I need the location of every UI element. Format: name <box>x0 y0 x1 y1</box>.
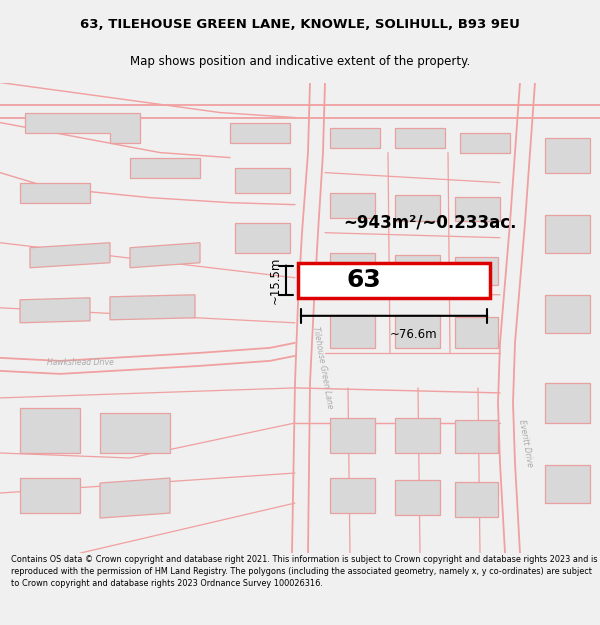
Polygon shape <box>455 197 500 221</box>
Polygon shape <box>330 253 375 282</box>
Polygon shape <box>20 478 80 513</box>
Text: 63: 63 <box>347 268 382 292</box>
Polygon shape <box>110 295 195 320</box>
Polygon shape <box>330 478 375 513</box>
Polygon shape <box>545 383 590 423</box>
Text: 63, TILEHOUSE GREEN LANE, KNOWLE, SOLIHULL, B93 9EU: 63, TILEHOUSE GREEN LANE, KNOWLE, SOLIHU… <box>80 18 520 31</box>
Polygon shape <box>455 420 498 453</box>
Text: Map shows position and indicative extent of the property.: Map shows position and indicative extent… <box>130 56 470 68</box>
Text: Tilehouse Green Lane: Tilehouse Green Lane <box>311 326 334 410</box>
Polygon shape <box>235 222 290 253</box>
Polygon shape <box>30 242 110 268</box>
Polygon shape <box>455 482 498 517</box>
Polygon shape <box>395 194 440 221</box>
Polygon shape <box>395 255 440 285</box>
Polygon shape <box>330 315 375 348</box>
Text: ~15.5m: ~15.5m <box>269 257 282 304</box>
Polygon shape <box>545 295 590 333</box>
Polygon shape <box>545 465 590 503</box>
Polygon shape <box>20 182 90 203</box>
Polygon shape <box>330 418 375 453</box>
Text: Contains OS data © Crown copyright and database right 2021. This information is : Contains OS data © Crown copyright and d… <box>11 555 597 588</box>
Polygon shape <box>395 127 445 148</box>
Polygon shape <box>130 158 200 177</box>
Polygon shape <box>455 317 498 348</box>
Polygon shape <box>100 413 170 453</box>
Polygon shape <box>460 132 510 152</box>
Polygon shape <box>455 257 498 285</box>
Polygon shape <box>230 122 290 142</box>
Polygon shape <box>25 112 140 142</box>
Polygon shape <box>330 192 375 218</box>
Text: ~76.6m: ~76.6m <box>390 328 438 341</box>
Polygon shape <box>545 138 590 172</box>
Text: Everitt Drive: Everitt Drive <box>517 419 535 468</box>
Bar <box>298 262 490 298</box>
Polygon shape <box>545 214 590 253</box>
Polygon shape <box>395 315 440 348</box>
Polygon shape <box>130 242 200 268</box>
Text: ~943m²/~0.233ac.: ~943m²/~0.233ac. <box>343 214 517 232</box>
Polygon shape <box>100 478 170 518</box>
Polygon shape <box>20 408 80 453</box>
Polygon shape <box>20 298 90 323</box>
Polygon shape <box>395 480 440 515</box>
Text: Hawkshead Drive: Hawkshead Drive <box>47 358 113 367</box>
Polygon shape <box>235 168 290 192</box>
Polygon shape <box>330 127 380 148</box>
Polygon shape <box>395 418 440 453</box>
